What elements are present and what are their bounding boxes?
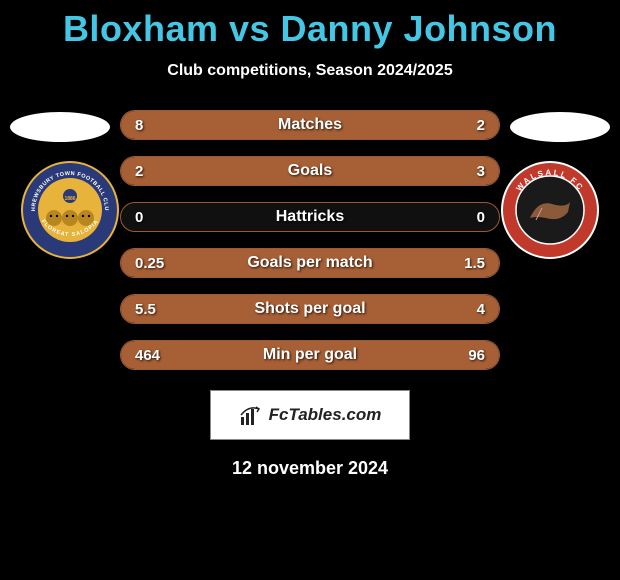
stat-bar: 46496Min per goal xyxy=(120,340,500,370)
stat-label: Goals per match xyxy=(121,249,499,277)
stat-label: Min per goal xyxy=(121,341,499,369)
comparison-card: Bloxham vs Danny Johnson Club competitio… xyxy=(0,0,620,479)
stat-bars: 82Matches 23Goals 00Hattricks 0.251.5Goals … xyxy=(120,110,500,370)
stat-label: Hattricks xyxy=(121,203,499,231)
stat-label: Goals xyxy=(121,157,499,185)
stat-label: Shots per goal xyxy=(121,295,499,323)
stat-bar: 5.54Shots per goal xyxy=(120,294,500,324)
page-title: Bloxham vs Danny Johnson xyxy=(0,8,620,50)
player-marker-right xyxy=(510,112,610,142)
club-crest-right: WALSALL FC xyxy=(500,160,600,260)
player-marker-left xyxy=(10,112,110,142)
club-crest-left: 1886 SHREWSBURY TOWN FOOTBALL CLUB FLORE… xyxy=(20,160,120,260)
stat-bar: 23Goals xyxy=(120,156,500,186)
svg-text:1886: 1886 xyxy=(64,196,75,202)
attribution-text: FcTables.com xyxy=(269,405,382,425)
stat-bar: 00Hattricks xyxy=(120,202,500,232)
date-label: 12 november 2024 xyxy=(0,458,620,479)
stat-label: Matches xyxy=(121,111,499,139)
stats-area: 1886 SHREWSBURY TOWN FOOTBALL CLUB FLORE… xyxy=(0,110,620,370)
attribution-box: FcTables.com xyxy=(210,390,410,440)
subtitle: Club competitions, Season 2024/2025 xyxy=(0,62,620,80)
stat-bar: 0.251.5Goals per match xyxy=(120,248,500,278)
fctables-logo-icon xyxy=(239,403,263,427)
stat-bar: 82Matches xyxy=(120,110,500,140)
